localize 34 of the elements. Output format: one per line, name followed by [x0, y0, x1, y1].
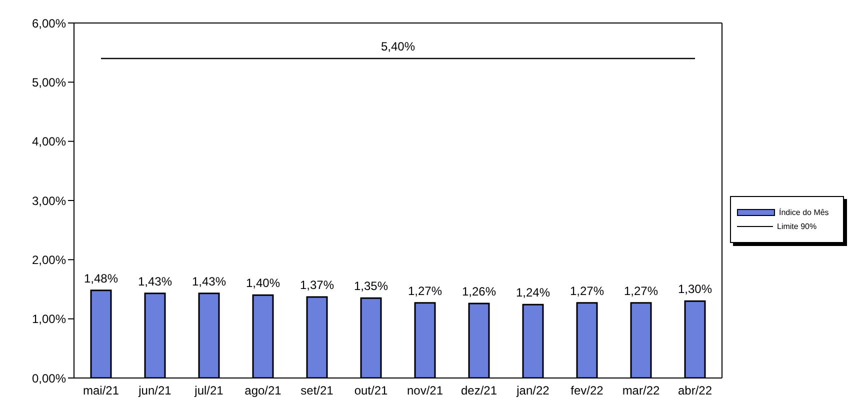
x-tick-label: out/21 — [354, 384, 388, 398]
y-tick-label: 2,00% — [32, 252, 66, 267]
x-tick-label: mai/21 — [82, 384, 120, 398]
x-tick-label: nov/21 — [406, 384, 444, 398]
data-label: 1,30% — [678, 282, 712, 296]
x-tick-label: dez/21 — [460, 384, 498, 398]
x-tick-label: abr/22 — [678, 384, 712, 398]
data-label: 1,40% — [246, 276, 280, 290]
data-label: 1,27% — [570, 284, 604, 298]
data-label: 1,27% — [624, 284, 658, 298]
x-tick-label: jul/21 — [194, 384, 224, 398]
y-tick-label: 0,00% — [32, 371, 66, 386]
data-label: 1,37% — [300, 278, 334, 292]
data-label: 1,27% — [408, 284, 442, 298]
data-label: 1,26% — [462, 284, 496, 298]
data-label: 1,48% — [84, 271, 118, 286]
data-label: 1,43% — [192, 274, 226, 288]
y-tick-label: 3,00% — [32, 194, 66, 208]
data-label: 1,35% — [354, 279, 388, 294]
x-tick-label: set/21 — [300, 384, 334, 398]
legend-label: Índice do Mês — [779, 208, 829, 217]
x-tick-label: ago/21 — [244, 384, 282, 398]
x-tick-label: jun/21 — [138, 384, 172, 398]
y-tick-label: 1,00% — [32, 312, 66, 326]
x-tick-label: jan/22 — [516, 384, 550, 398]
annotation: 5,40% — [380, 40, 416, 54]
data-label: 1,24% — [516, 286, 550, 300]
y-tick-label: 6,00% — [32, 16, 66, 30]
x-tick-label: mar/22 — [622, 384, 660, 398]
y-tick-label: 5,00% — [32, 75, 66, 90]
y-tick-label: 4,00% — [32, 134, 66, 149]
x-tick-label: fev/22 — [570, 384, 604, 398]
legend-label: Limite 90% — [777, 222, 817, 231]
data-label: 1,43% — [138, 274, 172, 288]
